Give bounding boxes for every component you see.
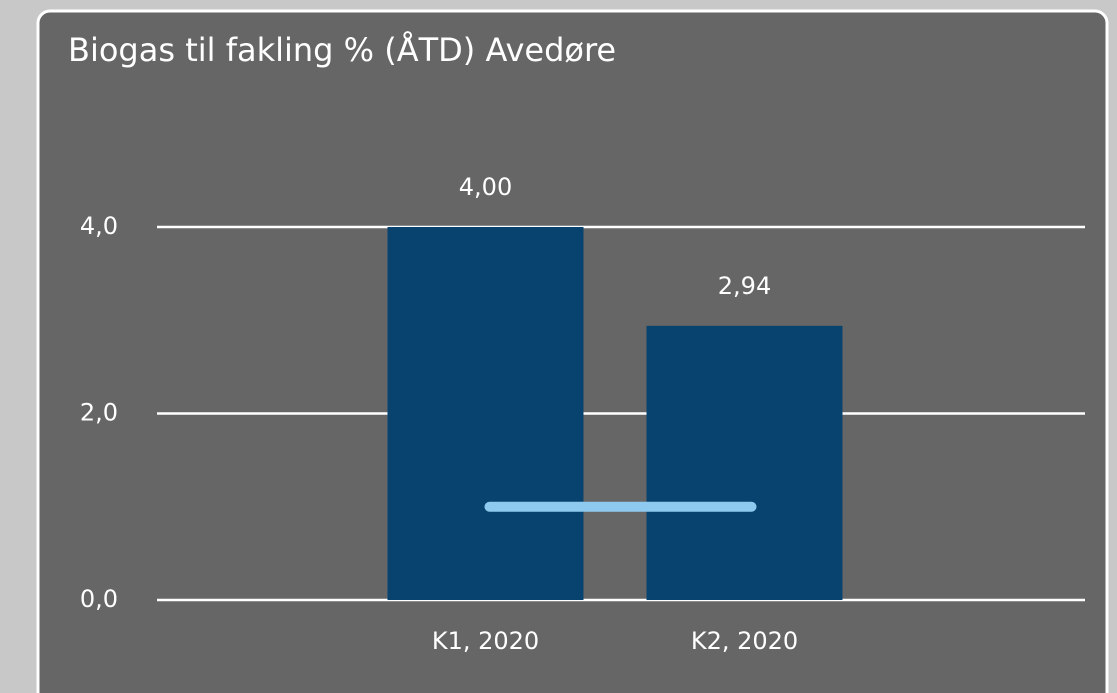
- bar: [646, 325, 843, 600]
- bar: [387, 227, 584, 600]
- data-label: 4,00: [459, 173, 512, 201]
- y-tick-label: 4,0: [80, 212, 118, 240]
- y-tick-label: 0,0: [80, 585, 118, 613]
- y-tick-label: 2,0: [80, 399, 118, 427]
- x-tick-label: K1, 2020: [432, 627, 539, 655]
- x-tick-label: K2, 2020: [691, 627, 798, 655]
- chart-title: Biogas til fakling % (ÅTD) Avedøre: [68, 31, 616, 69]
- data-label: 2,94: [718, 272, 771, 300]
